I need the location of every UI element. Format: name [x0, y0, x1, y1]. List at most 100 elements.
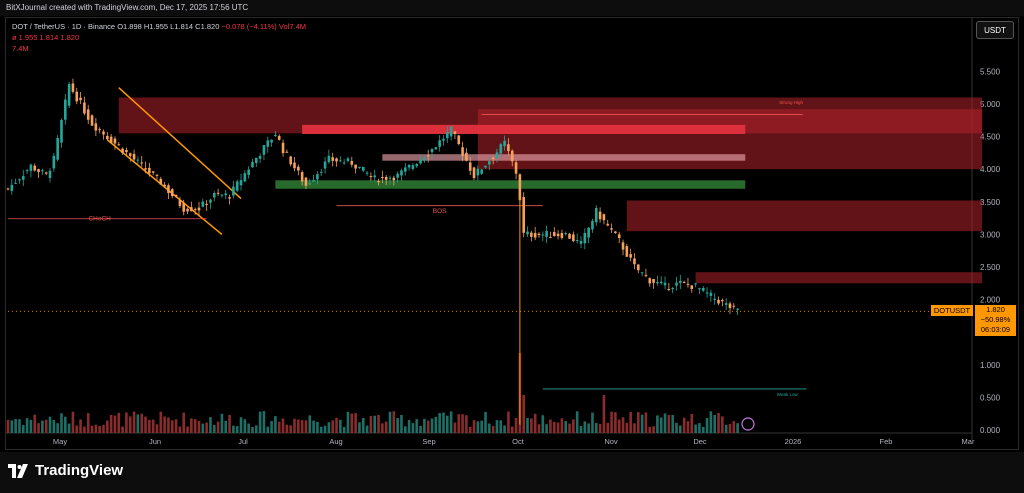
candle-body — [449, 126, 453, 137]
candle-body — [472, 167, 476, 179]
volume-bar — [499, 420, 503, 433]
candle-body — [484, 165, 487, 168]
volume-bar — [90, 425, 94, 433]
volume-bar — [602, 395, 606, 433]
price-tick-label: 5.000 — [980, 100, 1001, 109]
candle-body — [232, 186, 235, 196]
candle-body — [552, 232, 556, 237]
volume-bar — [29, 419, 33, 433]
candle-body — [205, 203, 208, 205]
candle-body — [270, 139, 273, 143]
last-price-box: 1.820 −50.98% 06:03:09 — [975, 305, 1016, 336]
volume-bar — [178, 426, 182, 433]
candle-body — [549, 236, 552, 238]
volume-bar — [709, 411, 713, 433]
volume-bar — [67, 423, 71, 433]
candle-body — [510, 150, 514, 162]
candle-body — [545, 231, 548, 237]
candle-body — [400, 170, 403, 176]
annotation-label: CHoCH — [88, 216, 111, 223]
volume-bar — [583, 421, 587, 433]
volume-bar — [331, 420, 334, 433]
volume-bar — [621, 417, 625, 433]
candle-body — [732, 305, 736, 307]
volume-bar — [598, 424, 602, 433]
volume-bar — [148, 419, 151, 433]
tradingview-logo[interactable]: TradingView — [8, 462, 123, 479]
month-tick-label: Oct — [512, 437, 525, 446]
volume-bar — [667, 414, 671, 433]
volume-bar — [251, 426, 254, 433]
candle-body — [25, 170, 29, 172]
volume-bar — [656, 415, 659, 433]
legend-change: −0.078 (−4.11%) — [221, 22, 277, 31]
candle-body — [575, 239, 579, 241]
volume-bar — [461, 414, 464, 433]
candle-body — [6, 188, 10, 190]
candle-body — [495, 152, 499, 159]
candle-body — [312, 179, 315, 182]
chart-frame[interactable] — [5, 17, 1019, 450]
candle-body — [388, 177, 392, 179]
volume-bar — [18, 419, 21, 433]
candle-body — [721, 300, 724, 302]
candle-body — [556, 233, 560, 237]
candle-body — [488, 161, 491, 165]
candle-body — [174, 194, 178, 197]
price-tick-label: 5.500 — [980, 67, 1001, 76]
candle-body — [41, 170, 44, 172]
volume-bar — [6, 419, 10, 433]
candle-body — [346, 158, 350, 161]
candle-body — [10, 184, 14, 191]
candle-body — [155, 174, 159, 176]
volume-bar — [732, 421, 736, 433]
candle-body — [629, 254, 632, 258]
candle-body — [37, 169, 40, 172]
volume-bar — [25, 418, 29, 433]
volume-bar — [717, 412, 720, 433]
month-tick-label: Aug — [329, 437, 342, 446]
volume-bar — [247, 423, 250, 433]
candle-body — [698, 288, 701, 290]
volume-bar — [610, 411, 613, 433]
volume-bar — [530, 418, 533, 433]
candle-body — [694, 283, 697, 285]
candle-body — [67, 84, 71, 106]
volume-bar — [526, 417, 529, 433]
candle-body — [60, 120, 63, 143]
volume-bar — [690, 413, 694, 433]
bar-countdown: 06:03:09 — [980, 325, 1011, 334]
zone-supply — [626, 200, 983, 232]
volume-bar — [728, 423, 732, 433]
volume-bar — [151, 419, 155, 433]
candle-body — [530, 232, 533, 237]
candle-body — [52, 155, 56, 169]
volume-bar — [484, 411, 487, 433]
candle-body — [457, 135, 461, 145]
volume-bar — [232, 425, 235, 433]
month-tick-label: Feb — [880, 437, 893, 446]
volume-bar — [468, 426, 472, 433]
candle-body — [148, 167, 151, 174]
volume-bar — [606, 422, 610, 433]
legend-volume: Vol7.4M — [278, 22, 306, 31]
candle-body — [476, 168, 480, 176]
candle-body — [121, 148, 124, 153]
footer-bar — [0, 452, 1024, 493]
candle-body — [293, 162, 296, 169]
volume-bar — [701, 426, 705, 433]
volume-bar — [83, 426, 86, 433]
volume-bar — [617, 419, 621, 433]
candle-body — [220, 194, 224, 196]
candle-body — [365, 172, 369, 174]
price-chart[interactable]: 5.500 5.000 4.500 4.000 3.500 3.000 2.500 2.000… — [0, 0, 1024, 452]
zone-supply-light — [382, 154, 746, 161]
last-price: 1.820 — [986, 305, 1005, 314]
volume-bar — [694, 424, 697, 433]
candle-body — [339, 160, 342, 162]
currency-unit-button[interactable]: USDT — [976, 21, 1014, 39]
volume-bar — [369, 415, 373, 433]
price-tick-label: 4.500 — [980, 133, 1001, 142]
candle-body — [377, 180, 380, 183]
candle-body — [304, 177, 308, 186]
